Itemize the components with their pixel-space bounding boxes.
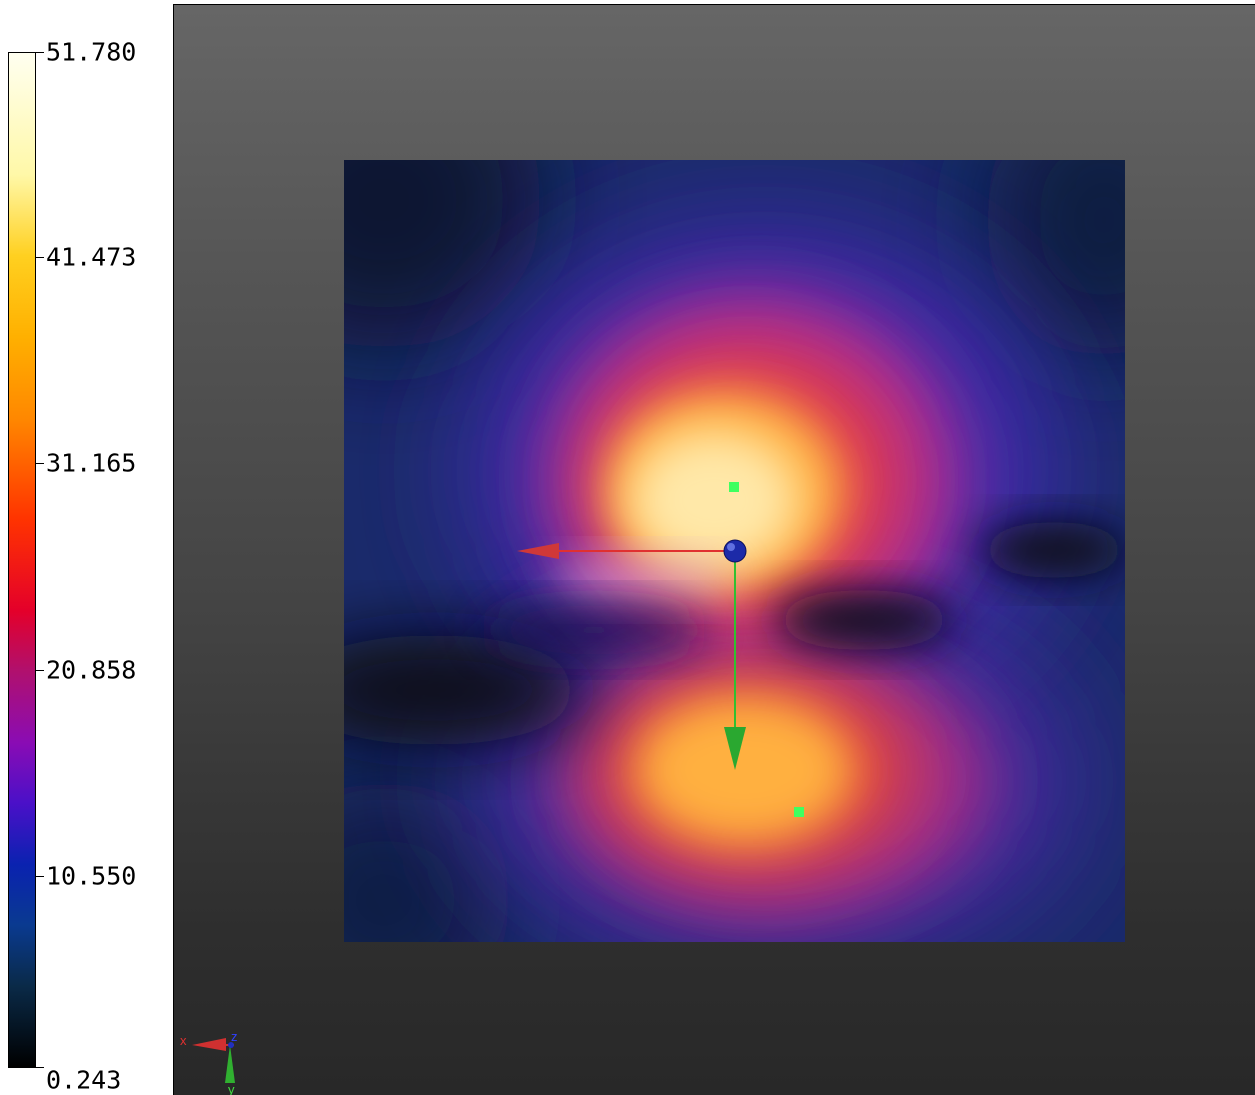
red-arrow-head-icon: [517, 543, 559, 559]
z-axis-icon: [228, 1042, 234, 1048]
axes-triad: x z y: [180, 1029, 238, 1095]
z-axis-label: z: [231, 1029, 238, 1044]
legend-tick: [36, 52, 44, 53]
y-axis-label: y: [228, 1082, 235, 1095]
marker-point-icon[interactable]: [794, 807, 804, 817]
colorbar: [8, 52, 36, 1068]
legend-label-min: 0.243: [46, 1065, 122, 1095]
origin-sphere-highlight: [727, 543, 735, 551]
legend-label: 20.858: [46, 655, 137, 685]
marker-point-icon[interactable]: [729, 482, 739, 492]
legend-label: 10.550: [46, 861, 137, 891]
3d-viewport[interactable]: x z y: [173, 4, 1255, 1095]
color-legend: 51.780 41.473 31.165 20.858 10.550 0.243: [0, 0, 175, 1095]
origin-sphere-icon[interactable]: [723, 539, 747, 563]
legend-label: 31.165: [46, 448, 137, 478]
legend-tick: [36, 257, 44, 258]
green-arrow-head-icon: [724, 727, 746, 770]
x-axis-label: x: [180, 1033, 187, 1048]
x-axis-arrow-icon: [192, 1038, 226, 1051]
y-axis-arrow-icon: [225, 1045, 235, 1083]
field-heatmap-plane: [344, 160, 1125, 942]
legend-tick: [36, 463, 44, 464]
legend-tick: [36, 876, 44, 877]
legend-tick: [36, 670, 44, 671]
scene-glyphs: x z y: [180, 482, 804, 1095]
legend-label: 41.473: [46, 242, 137, 272]
legend-label-max: 51.780: [46, 37, 137, 67]
legend-tick: [36, 1067, 44, 1068]
